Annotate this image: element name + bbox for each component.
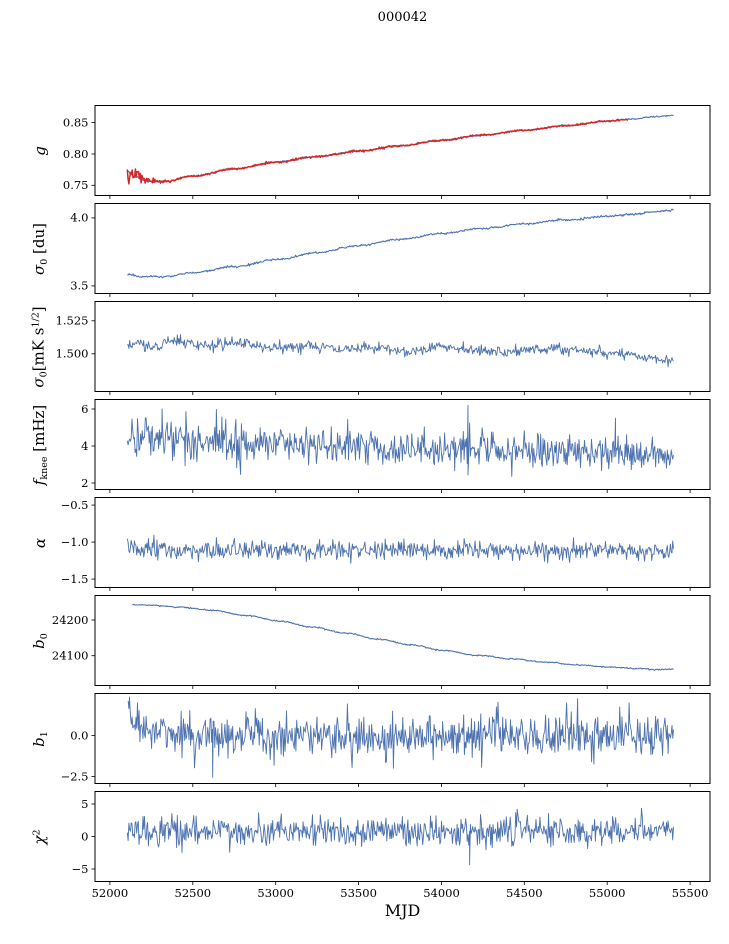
svg-text:52000: 52000 xyxy=(92,886,129,900)
svg-text:54000: 54000 xyxy=(423,886,460,900)
svg-text:2: 2 xyxy=(81,476,88,490)
svg-text:24200: 24200 xyxy=(52,613,89,627)
svg-text:1.500: 1.500 xyxy=(56,347,89,361)
panel-b1-plot: 0.0 −2.5 xyxy=(61,693,711,787)
panel-sigma0-noise: 1.500 1.525 σ0[mK s1/2] xyxy=(0,301,729,395)
svg-text:24100: 24100 xyxy=(52,649,89,663)
svg-text:53500: 53500 xyxy=(340,886,377,900)
panel-g-plot: 0.75 0.80 0.85 xyxy=(63,105,711,199)
svg-text:55500: 55500 xyxy=(672,886,709,900)
panel-sigma0-du-plot: 3.5 4.0 xyxy=(70,203,711,297)
svg-text:0.85: 0.85 xyxy=(63,115,89,129)
svg-text:−1.0: −1.0 xyxy=(61,535,89,549)
panel-fknee-plot: 2 4 6 xyxy=(81,399,711,493)
svg-text:53000: 53000 xyxy=(257,886,294,900)
svg-text:5: 5 xyxy=(81,797,88,811)
x-axis-label: MJD xyxy=(384,901,421,920)
svg-text:0.75: 0.75 xyxy=(63,178,89,192)
figure-title: 000042 xyxy=(377,10,428,25)
panel-chi2: −5 0 5 52000 52500 53000 53500 54000 54500 55000 5… xyxy=(0,791,729,900)
panel-b0: 24100 24200 b0 xyxy=(0,595,729,689)
svg-text:4.0: 4.0 xyxy=(70,211,88,225)
svg-text:54500: 54500 xyxy=(506,886,543,900)
svg-text:3.5: 3.5 xyxy=(70,279,88,293)
panel-alpha-plot: −1.5 −1.0 −0.5 xyxy=(61,497,711,591)
svg-text:−2.5: −2.5 xyxy=(61,769,89,783)
svg-text:4: 4 xyxy=(81,439,88,453)
panel-chi2-plot: −5 0 5 52000 52500 53000 53500 54000 54500 55000 5… xyxy=(72,791,711,900)
svg-text:6: 6 xyxy=(81,402,88,416)
svg-text:−0.5: −0.5 xyxy=(61,498,89,512)
svg-text:52500: 52500 xyxy=(175,886,212,900)
svg-text:−1.5: −1.5 xyxy=(61,572,89,586)
svg-text:1.525: 1.525 xyxy=(56,314,89,328)
svg-text:0.80: 0.80 xyxy=(63,147,89,161)
panel-b0-plot: 24100 24200 xyxy=(52,595,711,689)
panel-b1: 0.0 −2.5 b1 xyxy=(0,693,729,787)
panel-g: 0.75 0.80 0.85 g xyxy=(0,105,729,199)
panel-sigma0-du: 3.5 4.0 σ0 [du] xyxy=(0,203,729,297)
svg-text:0.0: 0.0 xyxy=(70,728,88,742)
svg-text:−5: −5 xyxy=(72,862,89,876)
svg-text:0: 0 xyxy=(81,829,88,843)
svg-text:55000: 55000 xyxy=(589,886,626,900)
panel-sigma0-noise-plot: 1.500 1.525 xyxy=(56,301,711,395)
panel-alpha: −1.5 −1.0 −0.5 α xyxy=(0,497,729,591)
